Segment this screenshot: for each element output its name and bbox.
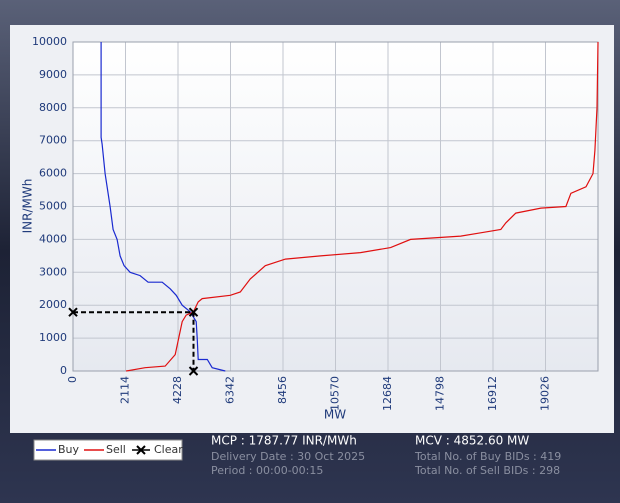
clear-marker <box>188 366 199 376</box>
legend-label: Buy <box>58 443 80 456</box>
series-line <box>125 41 599 372</box>
x-tick-label: 19026 <box>539 376 552 411</box>
series-line <box>100 42 226 372</box>
x-tick-label: 4228 <box>171 376 184 404</box>
legend-label: Sell <box>106 443 126 456</box>
legend-swatch <box>136 445 146 455</box>
y-tick-label: 8000 <box>39 101 67 114</box>
x-axis-label: MW <box>324 408 346 422</box>
x-tick-label: 2114 <box>119 376 132 404</box>
y-tick-label: 5000 <box>39 200 67 213</box>
y-tick-label: 7000 <box>39 134 67 147</box>
y-tick-label: 4000 <box>39 232 67 245</box>
y-tick-label: 10000 <box>32 35 67 48</box>
legend-label: Clear <box>154 443 183 456</box>
info-text: MCP : 1787.77 INR/MWh <box>211 434 357 448</box>
x-tick-label: 12684 <box>381 376 394 411</box>
x-tick-label: 10570 <box>329 376 342 411</box>
y-tick-label: 9000 <box>39 68 67 81</box>
legend <box>33 439 183 461</box>
y-tick-label: 3000 <box>39 265 67 278</box>
y-tick-label: 1000 <box>39 331 67 344</box>
x-tick-label: 14798 <box>434 376 447 411</box>
info-text: MCV : 4852.60 MW <box>415 434 529 448</box>
y-tick-label: 2000 <box>39 298 67 311</box>
x-tick-label: 16912 <box>486 376 499 411</box>
x-tick-label: 6342 <box>224 376 237 404</box>
info-text: Period : 00:00-00:15 <box>211 464 323 477</box>
info-text: Delivery Date : 30 Oct 2025 <box>211 450 365 463</box>
y-tick-label: 6000 <box>39 167 67 180</box>
clear-marker <box>188 307 199 317</box>
info-text: Total No. of Sell BIDs : 298 <box>414 464 560 477</box>
y-tick-label: 0 <box>60 364 67 377</box>
x-tick-label: 0 <box>66 376 79 383</box>
y-axis-label: INR/MWh <box>21 179 35 234</box>
info-text: Total No. of Buy BIDs : 419 <box>414 450 561 463</box>
clear-marker <box>68 307 78 317</box>
plot-border <box>72 41 599 372</box>
x-tick-label: 8456 <box>276 376 289 404</box>
